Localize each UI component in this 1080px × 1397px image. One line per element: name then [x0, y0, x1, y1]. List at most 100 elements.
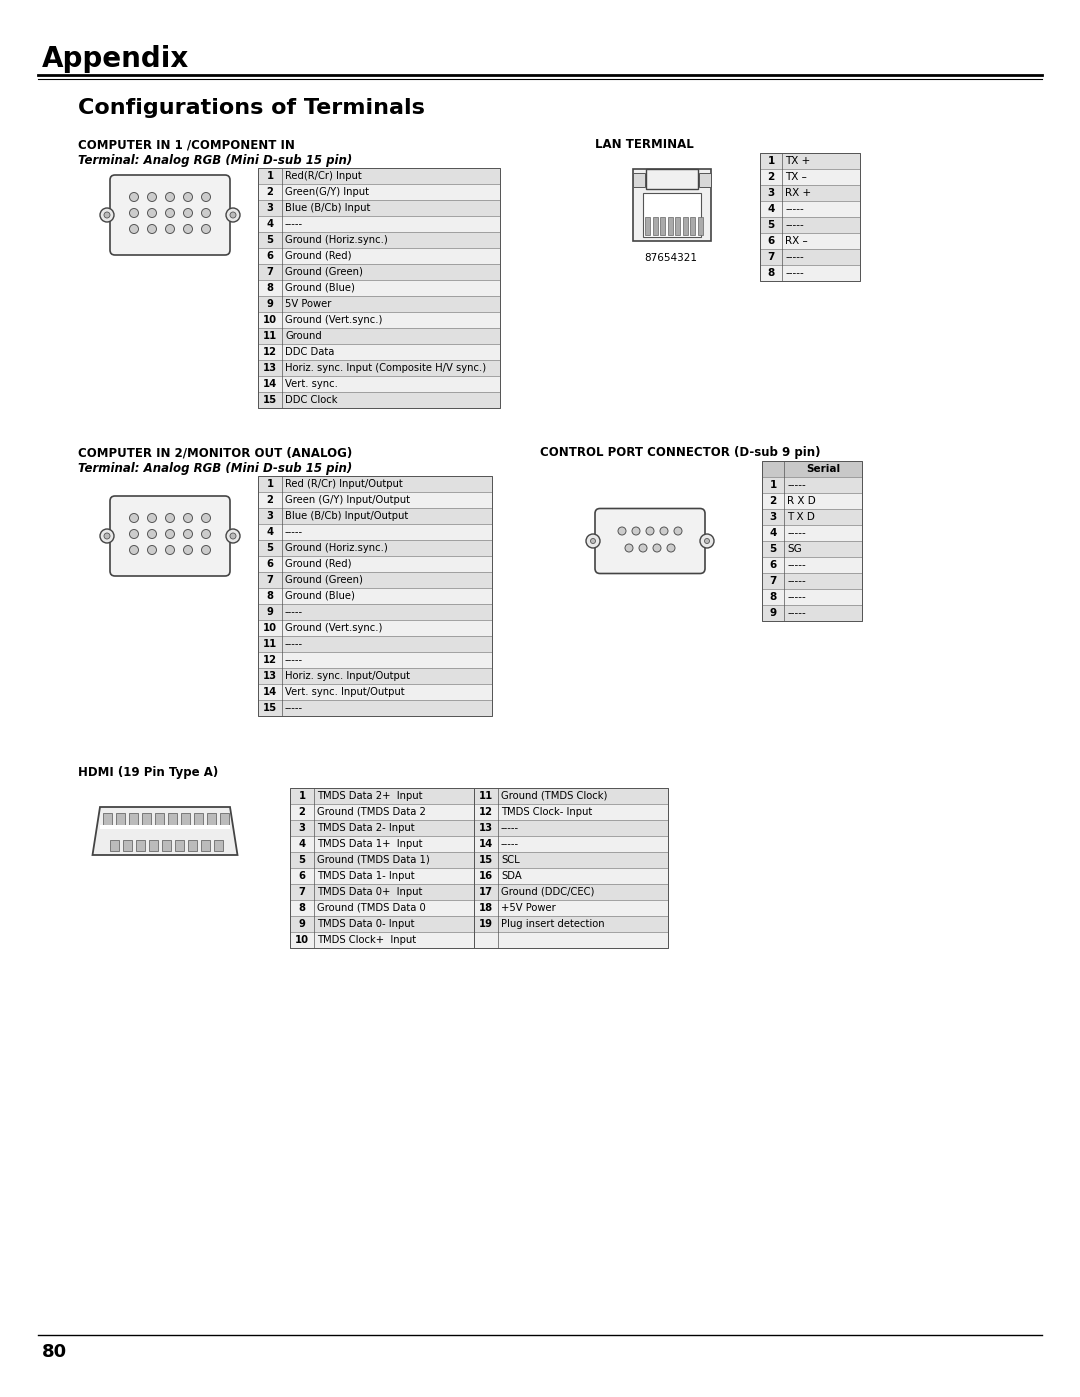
- Text: 1: 1: [267, 170, 273, 182]
- Bar: [660, 217, 665, 235]
- Text: -----: -----: [501, 840, 519, 849]
- Bar: [291, 900, 474, 916]
- Text: 2: 2: [769, 496, 777, 506]
- Text: +5V Power: +5V Power: [501, 902, 556, 914]
- Circle shape: [202, 545, 211, 555]
- Text: Ground (Blue): Ground (Blue): [285, 591, 355, 601]
- Bar: [646, 169, 698, 189]
- Text: TMDS Data 0- Input: TMDS Data 0- Input: [318, 919, 415, 929]
- Circle shape: [165, 514, 175, 522]
- Text: 6: 6: [298, 870, 306, 882]
- Text: Horiz. sync. Input/Output: Horiz. sync. Input/Output: [285, 671, 410, 680]
- Text: -----: -----: [787, 576, 806, 585]
- Bar: [258, 571, 492, 588]
- Text: 2: 2: [298, 807, 306, 817]
- Bar: [760, 184, 860, 201]
- Bar: [760, 154, 860, 169]
- Bar: [667, 217, 673, 235]
- Bar: [291, 805, 474, 820]
- FancyBboxPatch shape: [110, 496, 230, 576]
- Bar: [141, 813, 151, 826]
- Circle shape: [148, 545, 157, 555]
- Text: 13: 13: [480, 823, 492, 833]
- Text: TMDS Clock+  Input: TMDS Clock+ Input: [318, 935, 416, 944]
- Bar: [258, 217, 500, 232]
- Text: 2: 2: [267, 187, 273, 197]
- Bar: [474, 884, 669, 900]
- Bar: [762, 509, 862, 525]
- Text: Horiz. sync. Input (Composite H/V sync.): Horiz. sync. Input (Composite H/V sync.): [285, 363, 486, 373]
- Text: 3: 3: [768, 189, 774, 198]
- Text: 1: 1: [298, 791, 306, 800]
- FancyBboxPatch shape: [595, 509, 705, 574]
- Text: -----: -----: [787, 608, 806, 617]
- Text: TMDS Data 1- Input: TMDS Data 1- Input: [318, 870, 415, 882]
- Text: 8: 8: [298, 902, 306, 914]
- Bar: [291, 788, 474, 949]
- Text: 5: 5: [298, 855, 306, 865]
- Bar: [258, 328, 500, 344]
- Bar: [258, 296, 500, 312]
- Text: 19: 19: [480, 919, 492, 929]
- Circle shape: [184, 514, 192, 522]
- Text: TMDS Data 2+  Input: TMDS Data 2+ Input: [318, 791, 422, 800]
- Bar: [474, 900, 669, 916]
- Bar: [291, 932, 474, 949]
- Circle shape: [104, 534, 110, 539]
- Text: 11: 11: [262, 331, 278, 341]
- Text: -----: -----: [285, 638, 303, 650]
- Text: 5V Power: 5V Power: [285, 299, 332, 309]
- Text: 6: 6: [768, 236, 774, 246]
- Text: 7: 7: [769, 576, 777, 585]
- Text: DDC Data: DDC Data: [285, 346, 335, 358]
- Text: -----: -----: [285, 655, 303, 665]
- Text: TX –: TX –: [785, 172, 807, 182]
- Bar: [207, 813, 216, 826]
- Circle shape: [639, 543, 647, 552]
- Bar: [258, 492, 492, 509]
- Text: 7: 7: [767, 251, 774, 263]
- Bar: [175, 840, 184, 851]
- Text: Red (R/Cr) Input/Output: Red (R/Cr) Input/Output: [285, 479, 403, 489]
- Bar: [633, 173, 645, 187]
- Text: COMPUTER IN 2/MONITOR OUT (ANALOG): COMPUTER IN 2/MONITOR OUT (ANALOG): [78, 446, 352, 460]
- Bar: [194, 813, 203, 826]
- Bar: [291, 835, 474, 852]
- Circle shape: [184, 208, 192, 218]
- Text: 3: 3: [267, 511, 273, 521]
- Bar: [690, 217, 696, 235]
- Text: -----: -----: [787, 481, 806, 490]
- Bar: [258, 393, 500, 408]
- Bar: [181, 813, 190, 826]
- Bar: [474, 932, 669, 949]
- Bar: [162, 840, 171, 851]
- Text: -----: -----: [285, 608, 303, 617]
- Circle shape: [130, 193, 138, 201]
- Circle shape: [202, 514, 211, 522]
- Bar: [258, 264, 500, 279]
- Bar: [762, 590, 862, 605]
- Circle shape: [165, 208, 175, 218]
- Circle shape: [653, 543, 661, 552]
- Text: 8: 8: [267, 284, 273, 293]
- Circle shape: [104, 212, 110, 218]
- Circle shape: [100, 208, 114, 222]
- Bar: [188, 840, 197, 851]
- Bar: [214, 840, 222, 851]
- Bar: [168, 813, 177, 826]
- Text: Ground (TMDS Data 1): Ground (TMDS Data 1): [318, 855, 430, 865]
- Bar: [129, 813, 138, 826]
- Text: Ground (Vert.sync.): Ground (Vert.sync.): [285, 623, 382, 633]
- Bar: [291, 788, 474, 805]
- Bar: [760, 265, 860, 281]
- Bar: [100, 826, 230, 828]
- Text: 80: 80: [42, 1343, 67, 1361]
- Bar: [258, 541, 492, 556]
- Text: -----: -----: [285, 703, 303, 712]
- Text: Green(G/Y) Input: Green(G/Y) Input: [285, 187, 369, 197]
- Text: -----: -----: [787, 528, 806, 538]
- Bar: [474, 835, 669, 852]
- Text: 8: 8: [768, 268, 774, 278]
- Bar: [258, 279, 500, 296]
- Bar: [291, 852, 474, 868]
